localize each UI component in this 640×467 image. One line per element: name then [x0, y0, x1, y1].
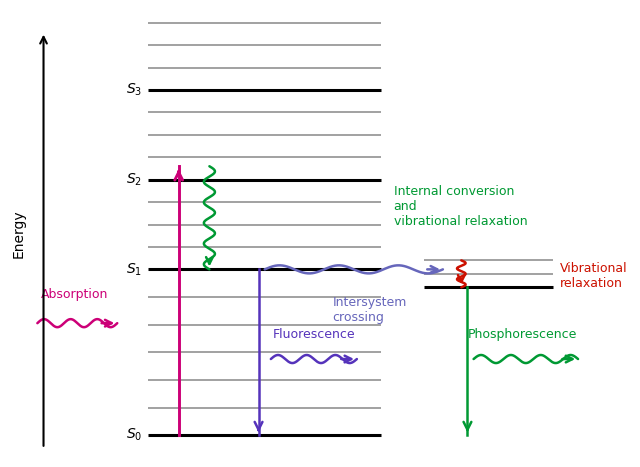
Text: Intersystem
crossing: Intersystem crossing [332, 296, 406, 324]
Text: Phosphorescence: Phosphorescence [468, 328, 577, 341]
Text: Internal conversion
and
vibrational relaxation: Internal conversion and vibrational rela… [394, 185, 527, 228]
Text: Fluorescence: Fluorescence [273, 328, 355, 341]
Text: $S_2$: $S_2$ [126, 171, 142, 188]
Text: Vibrational
relaxation: Vibrational relaxation [559, 262, 627, 290]
Text: $S_1$: $S_1$ [126, 261, 142, 277]
Text: $S_0$: $S_0$ [125, 427, 142, 444]
Text: $S_3$: $S_3$ [125, 82, 142, 98]
Text: Absorption: Absorption [40, 288, 108, 301]
Text: Energy: Energy [12, 209, 26, 258]
